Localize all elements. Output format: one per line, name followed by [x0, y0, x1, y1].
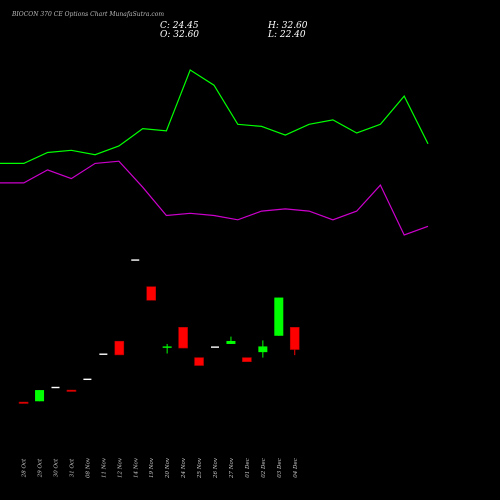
candle-body — [18, 401, 29, 404]
x-tick-label: 03 Dec — [277, 458, 283, 478]
x-tick-label: 11 Nov — [101, 457, 107, 478]
candle-body — [258, 346, 268, 353]
x-tick-label: 08 Nov — [85, 457, 91, 478]
candle-body — [35, 390, 45, 402]
candle — [211, 346, 219, 348]
candle-body — [66, 389, 77, 392]
candles-layer — [18, 259, 300, 404]
candle — [66, 389, 77, 392]
candle-body — [242, 357, 252, 363]
overlay-line-1 — [0, 69, 429, 164]
candle-body — [146, 286, 156, 301]
overlay-lines — [0, 69, 429, 236]
x-tick-label: 20 Nov — [165, 457, 171, 479]
candle-body — [83, 378, 92, 381]
x-axis-ticks: 28 Oct 29 Oct 30 Oct 31 Oct 08 Nov 11 Nov 12 N… — [22, 457, 299, 479]
high-value: H: 32.60 — [267, 21, 308, 31]
x-tick-label: 14 Nov — [133, 457, 139, 478]
x-tick-label: 26 Nov — [213, 457, 219, 479]
candle-body — [99, 353, 108, 355]
candle — [99, 353, 108, 355]
candle-body — [211, 346, 219, 348]
candle — [242, 357, 252, 363]
candle — [178, 327, 188, 349]
x-tick-label: 25 Nov — [197, 457, 203, 479]
candle — [289, 327, 300, 356]
candle-body — [178, 327, 188, 349]
candle — [258, 340, 268, 358]
candle — [35, 390, 45, 402]
low-value: L: 22.40 — [267, 30, 306, 40]
candle — [18, 401, 29, 404]
candle-body — [226, 340, 236, 344]
candle — [274, 297, 284, 336]
x-tick-label: 01 Dec — [245, 458, 251, 478]
candle — [146, 286, 156, 301]
candle-body — [162, 346, 172, 348]
candle — [51, 386, 60, 389]
overlay-line-2 — [0, 160, 429, 236]
candle — [162, 343, 172, 354]
close-value: C: 24.45 — [160, 21, 199, 31]
candle — [226, 336, 236, 344]
x-tick-label: 29 Oct — [38, 458, 44, 478]
x-tick-label: 30 Oct — [54, 458, 60, 477]
x-tick-label: 28 Oct — [22, 458, 28, 478]
x-tick-label: 04 Dec — [293, 458, 299, 478]
open-value: O: 32.60 — [160, 30, 199, 40]
candle — [83, 378, 92, 381]
candle-body — [274, 297, 284, 336]
candle-body — [51, 386, 60, 389]
x-tick-label: 19 Nov — [149, 457, 155, 478]
x-tick-label: 24 Nov — [181, 457, 187, 479]
x-tick-label: 31 Oct — [69, 458, 75, 477]
x-tick-label: 27 Nov — [229, 457, 235, 479]
candle — [114, 340, 125, 356]
x-tick-label: 12 Nov — [117, 457, 123, 478]
candle — [131, 259, 140, 261]
candle-body — [131, 259, 140, 261]
candle-body — [114, 340, 125, 356]
chart-title: BIOCON 370 CE Options Chart MunafaSutra.… — [11, 11, 164, 18]
candle-body — [194, 357, 204, 366]
candle-body — [289, 327, 300, 350]
x-tick-label: 02 Dec — [261, 458, 267, 478]
candle — [194, 357, 204, 366]
